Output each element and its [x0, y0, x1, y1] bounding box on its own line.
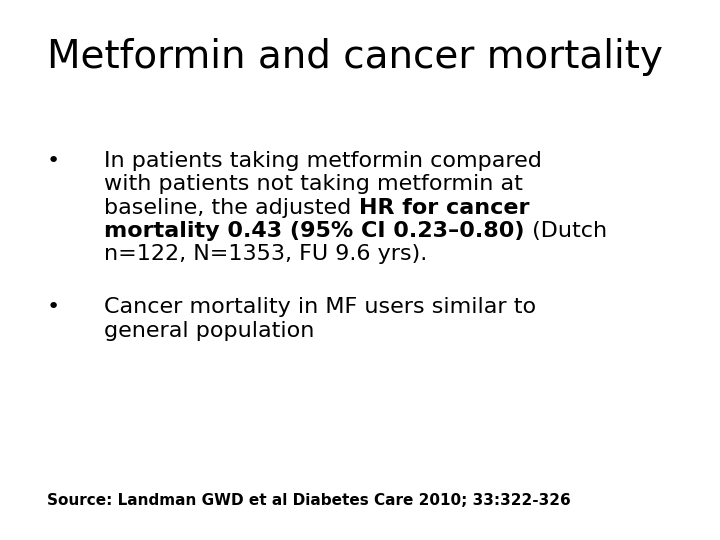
Text: Metformin and cancer mortality: Metformin and cancer mortality	[47, 38, 662, 76]
Text: In patients taking metformin compared: In patients taking metformin compared	[104, 151, 542, 171]
Text: n=122, N=1353, FU 9.6 yrs).: n=122, N=1353, FU 9.6 yrs).	[104, 244, 428, 264]
Text: general population: general population	[104, 321, 315, 341]
Text: Source: Landman GWD et al Diabetes Care 2010; 33:322-326: Source: Landman GWD et al Diabetes Care …	[47, 492, 570, 508]
Text: mortality 0.43 (95% CI 0.23–0.80): mortality 0.43 (95% CI 0.23–0.80)	[104, 221, 525, 241]
Text: Cancer mortality in MF users similar to: Cancer mortality in MF users similar to	[104, 298, 536, 318]
Text: •: •	[47, 151, 60, 171]
Text: HR for cancer: HR for cancer	[359, 198, 529, 218]
Text: with patients not taking metformin at: with patients not taking metformin at	[104, 174, 523, 194]
Text: (Dutch: (Dutch	[525, 221, 607, 241]
Text: baseline, the adjusted: baseline, the adjusted	[104, 198, 359, 218]
Text: •: •	[47, 298, 60, 318]
